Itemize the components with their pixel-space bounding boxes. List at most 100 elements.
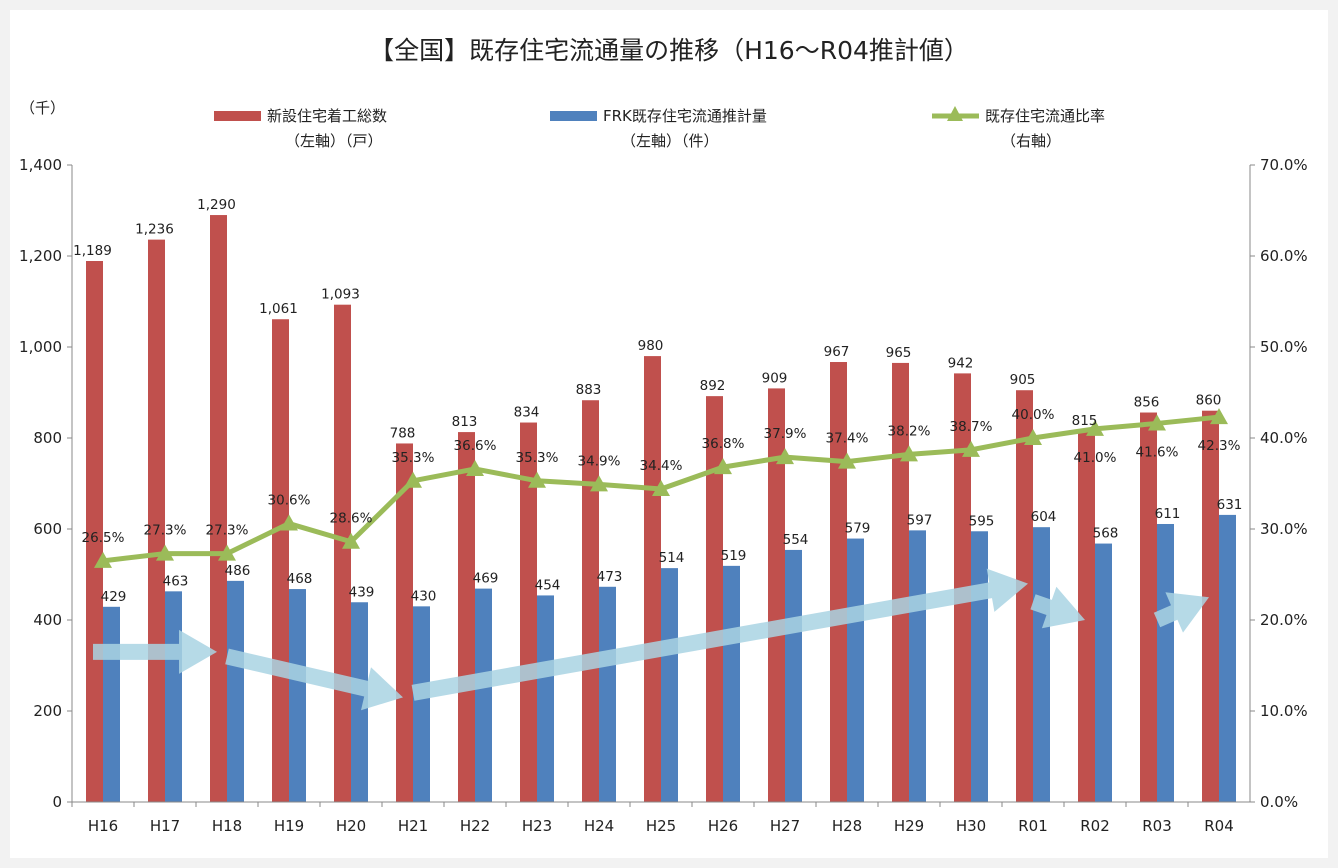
bar-resale-volume-H16: [103, 606, 120, 802]
y-right-tick-label: 70.0%: [1260, 156, 1308, 174]
label-resale-ratio-H25: 34.4%: [640, 458, 683, 474]
x-tick-label: H28: [832, 817, 862, 835]
bar-housing-starts-H28: [830, 362, 847, 802]
legend-label-1: 新設住宅着工総数: [267, 107, 387, 125]
trend-arrow-3: [411, 568, 1029, 701]
bar-resale-volume-H26: [723, 565, 740, 802]
marker-resale-ratio-H26: [714, 458, 732, 475]
label-resale-ratio-H17: 27.3%: [144, 523, 187, 539]
label-resale-volume-R01: 604: [1031, 509, 1057, 525]
y-right-tick-label: 0.0%: [1260, 793, 1298, 811]
marker-resale-ratio-H17: [156, 544, 174, 561]
bar-housing-starts-H26: [706, 396, 723, 802]
label-housing-starts-H30: 942: [948, 355, 974, 371]
label-resale-volume-H27: 554: [783, 532, 809, 548]
bar-housing-starts-R03: [1140, 412, 1157, 802]
label-housing-starts-H16: 1,189: [73, 243, 112, 259]
label-resale-volume-H19: 468: [287, 571, 313, 587]
x-tick-label: H29: [894, 817, 924, 835]
label-resale-ratio-R04: 42.3%: [1198, 438, 1241, 454]
label-resale-volume-H21: 430: [411, 588, 437, 604]
label-housing-starts-H27: 909: [762, 370, 788, 386]
legend-marker-3: [947, 106, 963, 121]
trend-arrow-1: [93, 629, 217, 674]
y-left-tick-label: 1,400: [19, 156, 62, 174]
y-left-tick-label: 800: [33, 429, 62, 447]
label-housing-starts-H23: 834: [514, 405, 540, 421]
y-right-tick-label: 40.0%: [1260, 429, 1308, 447]
x-tick-label: H27: [770, 817, 800, 835]
trend-arrow-5: [1153, 592, 1209, 633]
label-resale-volume-H29: 597: [907, 512, 933, 528]
legend-swatch-1: [214, 111, 261, 121]
label-resale-ratio-H20: 28.6%: [330, 511, 373, 527]
marker-resale-ratio-H21: [404, 471, 422, 488]
label-housing-starts-H29: 965: [886, 345, 912, 361]
label-resale-volume-R03: 611: [1155, 506, 1181, 522]
label-resale-ratio-H22: 36.6%: [454, 438, 497, 454]
label-resale-ratio-H19: 30.6%: [268, 493, 311, 509]
label-housing-starts-H17: 1,236: [135, 222, 174, 238]
bar-housing-starts-H22: [458, 432, 475, 802]
x-tick-label: H24: [584, 817, 614, 835]
x-tick-label: R04: [1204, 817, 1234, 835]
label-resale-ratio-H18: 27.3%: [206, 523, 249, 539]
bar-resale-volume-R02: [1095, 543, 1112, 802]
legend-swatch-2: [550, 111, 597, 121]
label-resale-ratio-H26: 36.8%: [702, 436, 745, 452]
legend-sublabel-3: （右軸）: [1001, 132, 1061, 150]
label-housing-starts-H26: 892: [700, 378, 726, 394]
marker-resale-ratio-H30: [962, 440, 980, 457]
bar-housing-starts-H20: [334, 304, 351, 802]
bar-resale-volume-H28: [847, 538, 864, 802]
y-right-tick-label: 50.0%: [1260, 338, 1308, 356]
chart-title: 【全国】既存住宅流通量の推移（H16〜R04推計値）: [369, 36, 969, 65]
bar-housing-starts-H29: [892, 362, 909, 802]
bar-resale-volume-H27: [785, 549, 802, 802]
label-resale-volume-H25: 514: [659, 550, 685, 566]
marker-resale-ratio-R04: [1210, 408, 1228, 425]
x-tick-label: R01: [1018, 817, 1048, 835]
label-resale-volume-R02: 568: [1093, 526, 1119, 542]
marker-resale-ratio-H23: [528, 471, 546, 488]
bar-resale-volume-H20: [351, 602, 368, 802]
legend-sublabel-2: （左軸）（件）: [621, 132, 719, 150]
x-tick-label: H23: [522, 817, 552, 835]
label-resale-ratio-H16: 26.5%: [82, 530, 125, 546]
x-tick-label: H20: [336, 817, 366, 835]
label-housing-starts-R02: 815: [1072, 413, 1098, 429]
chart-frame: 1,189 1,236 1,290 1,061 1,093 788 813 834 883 980…: [10, 10, 1328, 858]
x-tick-label: H19: [274, 817, 304, 835]
left-axis-unit: （千）: [20, 99, 65, 117]
label-resale-volume-H17: 463: [163, 573, 189, 589]
label-resale-ratio-R03: 41.6%: [1136, 444, 1179, 460]
bar-housing-starts-H27: [768, 388, 785, 802]
label-housing-starts-R04: 860: [1196, 393, 1222, 409]
bar-housing-starts-H25: [644, 356, 661, 802]
x-tick-label: H17: [150, 817, 180, 835]
label-resale-ratio-H30: 38.7%: [950, 419, 993, 435]
label-resale-volume-H28: 579: [845, 521, 871, 537]
bar-resale-volume-R01: [1033, 527, 1050, 802]
marker-resale-ratio-H27: [776, 448, 794, 465]
label-housing-starts-H28: 967: [824, 344, 850, 360]
x-tick-label: H18: [212, 817, 242, 835]
bar-housing-starts-H19: [272, 319, 289, 802]
label-resale-volume-H22: 469: [473, 571, 499, 587]
label-resale-volume-H30: 595: [969, 513, 995, 529]
label-housing-starts-H25: 980: [638, 338, 664, 354]
marker-resale-ratio-H24: [590, 475, 608, 492]
label-housing-starts-R03: 856: [1134, 395, 1160, 411]
marker-resale-ratio-R02: [1086, 419, 1104, 436]
label-housing-starts-H21: 788: [390, 425, 416, 441]
y-right-tick-label: 10.0%: [1260, 702, 1308, 720]
bar-resale-volume-R04: [1219, 514, 1236, 802]
x-tick-label: H25: [646, 817, 676, 835]
x-tick-label: R03: [1142, 817, 1172, 835]
x-tick-label: H30: [956, 817, 986, 835]
label-resale-volume-H26: 519: [721, 548, 747, 564]
label-resale-volume-H24: 473: [597, 569, 623, 585]
x-tick-label: H21: [398, 817, 428, 835]
y-right-tick-label: 60.0%: [1260, 247, 1308, 265]
label-resale-ratio-R01: 40.0%: [1012, 407, 1055, 423]
